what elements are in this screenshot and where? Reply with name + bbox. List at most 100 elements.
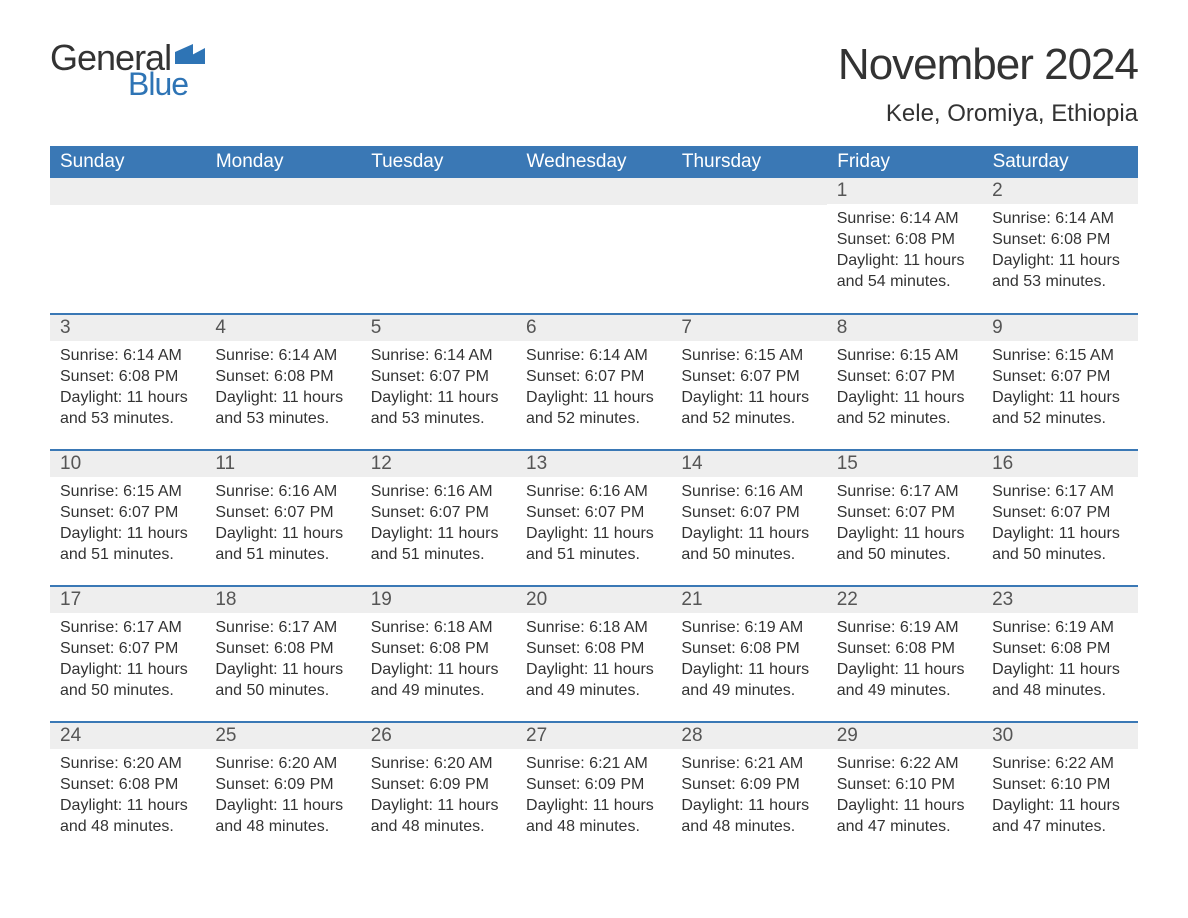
calendar-cell: 11Sunrise: 6:16 AMSunset: 6:07 PMDayligh… [205,450,360,586]
day-number: 16 [982,451,1137,477]
day-number: 9 [982,315,1137,341]
calendar-cell: 9Sunrise: 6:15 AMSunset: 6:07 PMDaylight… [982,314,1137,450]
daylight-line: Daylight: 11 hours and 52 minutes. [526,387,661,429]
sunset-line: Sunset: 6:07 PM [681,502,816,523]
day-header: Tuesday [361,146,516,178]
day-details: Sunrise: 6:16 AMSunset: 6:07 PMDaylight:… [361,477,516,571]
day-number: 8 [827,315,982,341]
daylight-line: Daylight: 11 hours and 51 minutes. [526,523,661,565]
day-details: Sunrise: 6:14 AMSunset: 6:07 PMDaylight:… [361,341,516,435]
day-details: Sunrise: 6:18 AMSunset: 6:08 PMDaylight:… [361,613,516,707]
calendar-cell: 3Sunrise: 6:14 AMSunset: 6:08 PMDaylight… [50,314,205,450]
day-number: 6 [516,315,671,341]
day-details: Sunrise: 6:17 AMSunset: 6:07 PMDaylight:… [827,477,982,571]
calendar-cell: 20Sunrise: 6:18 AMSunset: 6:08 PMDayligh… [516,586,671,722]
day-number: 27 [516,723,671,749]
sunset-line: Sunset: 6:07 PM [215,502,350,523]
calendar-cell: 8Sunrise: 6:15 AMSunset: 6:07 PMDaylight… [827,314,982,450]
sunrise-line: Sunrise: 6:16 AM [215,481,350,502]
calendar-cell: 25Sunrise: 6:20 AMSunset: 6:09 PMDayligh… [205,722,360,858]
day-details: Sunrise: 6:16 AMSunset: 6:07 PMDaylight:… [205,477,360,571]
sunrise-line: Sunrise: 6:17 AM [992,481,1127,502]
calendar-table: Sunday Monday Tuesday Wednesday Thursday… [50,146,1138,858]
sunrise-line: Sunrise: 6:17 AM [837,481,972,502]
calendar-head: Sunday Monday Tuesday Wednesday Thursday… [50,146,1138,178]
day-details: Sunrise: 6:21 AMSunset: 6:09 PMDaylight:… [516,749,671,843]
day-details: Sunrise: 6:15 AMSunset: 6:07 PMDaylight:… [50,477,205,571]
calendar-cell: 12Sunrise: 6:16 AMSunset: 6:07 PMDayligh… [361,450,516,586]
day-details: Sunrise: 6:20 AMSunset: 6:09 PMDaylight:… [205,749,360,843]
daylight-line: Daylight: 11 hours and 48 minutes. [60,795,195,837]
daylight-line: Daylight: 11 hours and 49 minutes. [681,659,816,701]
sunrise-line: Sunrise: 6:14 AM [215,345,350,366]
sunrise-line: Sunrise: 6:14 AM [60,345,195,366]
location-subtitle: Kele, Oromiya, Ethiopia [838,100,1138,128]
day-number [361,178,516,205]
calendar-cell [516,178,671,314]
sunrise-line: Sunrise: 6:17 AM [215,617,350,638]
daylight-line: Daylight: 11 hours and 50 minutes. [215,659,350,701]
daylight-line: Daylight: 11 hours and 48 minutes. [371,795,506,837]
calendar-cell [361,178,516,314]
calendar-cell: 4Sunrise: 6:14 AMSunset: 6:08 PMDaylight… [205,314,360,450]
month-title: November 2024 [838,40,1138,90]
sunrise-line: Sunrise: 6:17 AM [60,617,195,638]
calendar-cell: 15Sunrise: 6:17 AMSunset: 6:07 PMDayligh… [827,450,982,586]
sunset-line: Sunset: 6:08 PM [371,638,506,659]
daylight-line: Daylight: 11 hours and 48 minutes. [215,795,350,837]
calendar-cell: 17 Sunrise: 6:17 AMSunset: 6:07 PMDayligh… [50,586,205,722]
day-number: 21 [671,587,826,613]
calendar-cell: 16Sunrise: 6:17 AMSunset: 6:07 PMDayligh… [982,450,1137,586]
daylight-line: Daylight: 11 hours and 51 minutes. [60,523,195,565]
day-number: 25 [205,723,360,749]
calendar-cell: 14Sunrise: 6:16 AMSunset: 6:07 PMDayligh… [671,450,826,586]
sunset-line: Sunset: 6:07 PM [60,638,195,659]
day-number: 17 [50,587,205,613]
sunrise-line: Sunrise: 6:19 AM [992,617,1127,638]
sunset-line: Sunset: 6:07 PM [992,502,1127,523]
daylight-line: Daylight: 11 hours and 47 minutes. [992,795,1127,837]
sunrise-line: Sunrise: 6:15 AM [681,345,816,366]
daylight-line: Daylight: 11 hours and 49 minutes. [837,659,972,701]
sunrise-line: Sunrise: 6:15 AM [992,345,1127,366]
sunset-line: Sunset: 6:07 PM [837,366,972,387]
day-number: 22 [827,587,982,613]
day-number: 4 [205,315,360,341]
brand-logo: General Blue [50,40,205,100]
daylight-line: Daylight: 11 hours and 48 minutes. [526,795,661,837]
sunrise-line: Sunrise: 6:16 AM [526,481,661,502]
day-details: Sunrise: 6:14 AMSunset: 6:08 PMDaylight:… [205,341,360,435]
sunrise-line: Sunrise: 6:18 AM [371,617,506,638]
calendar-cell: 6Sunrise: 6:14 AMSunset: 6:07 PMDaylight… [516,314,671,450]
day-details: Sunrise: 6:22 AMSunset: 6:10 PMDaylight:… [827,749,982,843]
day-details: Sunrise: 6:22 AMSunset: 6:10 PMDaylight:… [982,749,1137,843]
sunrise-line: Sunrise: 6:14 AM [837,208,972,229]
calendar-body: 1Sunrise: 6:14 AMSunset: 6:08 PMDaylight… [50,178,1138,858]
calendar-row: 3Sunrise: 6:14 AMSunset: 6:08 PMDaylight… [50,314,1138,450]
calendar-cell: 5Sunrise: 6:14 AMSunset: 6:07 PMDaylight… [361,314,516,450]
day-number: 3 [50,315,205,341]
calendar-row: 24Sunrise: 6:20 AMSunset: 6:08 PMDayligh… [50,722,1138,858]
day-details: Sunrise: 6:21 AMSunset: 6:09 PMDaylight:… [671,749,826,843]
day-header: Sunday [50,146,205,178]
sunset-line: Sunset: 6:08 PM [526,638,661,659]
daylight-line: Daylight: 11 hours and 49 minutes. [526,659,661,701]
day-details: Sunrise: 6:16 AMSunset: 6:07 PMDaylight:… [671,477,826,571]
sunset-line: Sunset: 6:07 PM [837,502,972,523]
day-details: Sunrise: 6:15 AMSunset: 6:07 PMDaylight:… [827,341,982,435]
calendar-cell: 26Sunrise: 6:20 AMSunset: 6:09 PMDayligh… [361,722,516,858]
sunset-line: Sunset: 6:07 PM [681,366,816,387]
sunset-line: Sunset: 6:10 PM [837,774,972,795]
sunrise-line: Sunrise: 6:15 AM [60,481,195,502]
sunrise-line: Sunrise: 6:20 AM [215,753,350,774]
sunrise-line: Sunrise: 6:21 AM [526,753,661,774]
sunset-line: Sunset: 6:07 PM [526,502,661,523]
day-header: Wednesday [516,146,671,178]
day-details: Sunrise: 6:19 AMSunset: 6:08 PMDaylight:… [671,613,826,707]
sunset-line: Sunset: 6:08 PM [215,638,350,659]
day-number: 24 [50,723,205,749]
day-number: 19 [361,587,516,613]
daylight-line: Daylight: 11 hours and 50 minutes. [60,659,195,701]
daylight-line: Daylight: 11 hours and 52 minutes. [992,387,1127,429]
calendar-cell: 18Sunrise: 6:17 AMSunset: 6:08 PMDayligh… [205,586,360,722]
